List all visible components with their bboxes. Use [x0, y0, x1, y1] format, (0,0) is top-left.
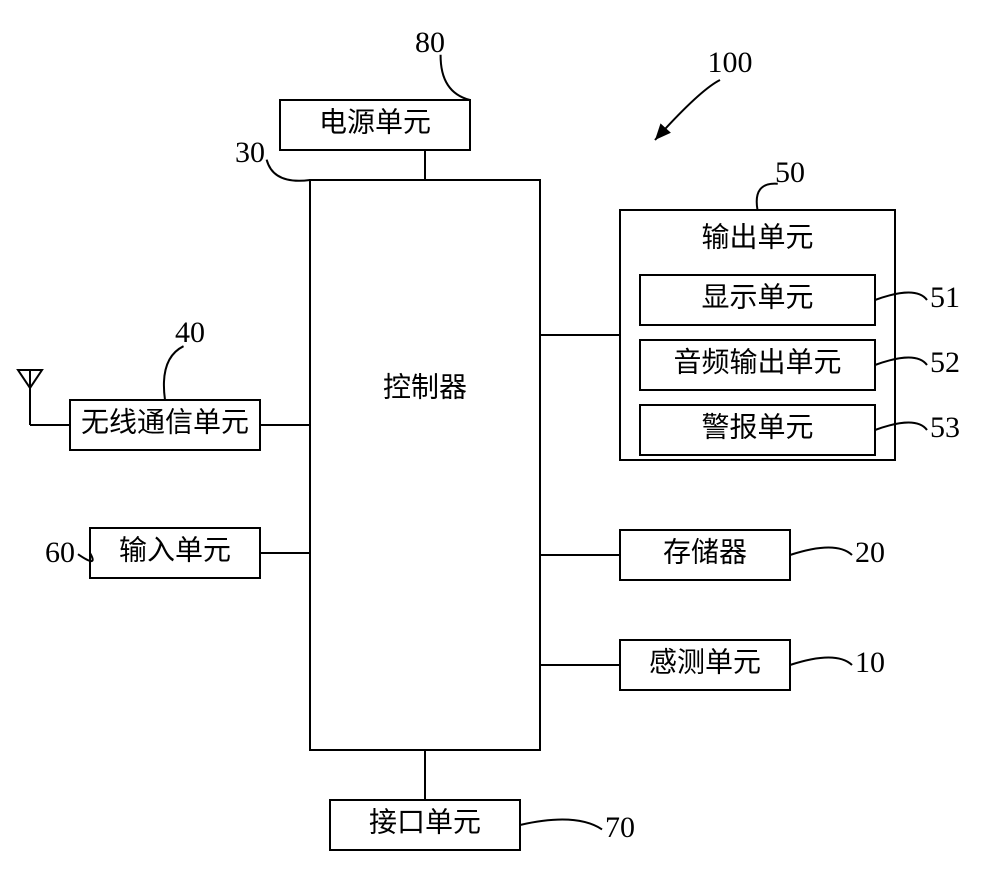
- antenna-icon: [18, 370, 70, 425]
- leader-wireless: [164, 346, 184, 400]
- leader-memory: [790, 548, 852, 556]
- ref-memory: 20: [855, 536, 885, 569]
- interface-box-label: 接口单元: [369, 806, 481, 838]
- block-diagram: 电源单元无线通信单元输入单元接口单元 存储器感测单元 输出单元显示单元音频输出单元警…: [0, 0, 1000, 879]
- wireless-box: 无线通信单元: [70, 400, 260, 450]
- input-box-label: 输入单元: [119, 534, 231, 566]
- power-box: 电源单元: [280, 100, 470, 150]
- leader-controller: [267, 160, 310, 181]
- ref-input: 60: [45, 536, 75, 569]
- alarm-box: 警报单元: [640, 405, 875, 455]
- ref-alarm: 53: [930, 411, 960, 444]
- leader-power: [441, 55, 470, 100]
- display-box: 显示单元: [640, 275, 875, 325]
- ref-display: 51: [930, 281, 960, 314]
- wireless-box-label: 无线通信单元: [81, 406, 249, 438]
- leader-interface: [520, 820, 602, 830]
- alarm-box-label: 警报单元: [701, 411, 813, 443]
- ref-system: 100: [708, 46, 753, 79]
- memory-box-label: 存储器: [663, 536, 747, 568]
- display-box-label: 显示单元: [701, 281, 813, 313]
- memory-box: 存储器: [620, 530, 790, 580]
- output-box-label: 输出单元: [701, 221, 813, 253]
- sensing-box: 感测单元: [620, 640, 790, 690]
- audio-box: 音频输出单元: [640, 340, 875, 390]
- ref-power: 80: [415, 26, 445, 59]
- ref-sensing: 10: [855, 646, 885, 679]
- power-box-label: 电源单元: [319, 106, 431, 138]
- input-box: 输入单元: [90, 528, 260, 578]
- ref-audio: 52: [930, 346, 960, 379]
- ref-output: 50: [775, 156, 805, 189]
- ref-interface: 70: [605, 811, 635, 844]
- ref-controller: 30: [235, 136, 265, 169]
- controller-box: 控制器: [310, 180, 540, 750]
- interface-box: 接口单元: [330, 800, 520, 850]
- controller-box-label: 控制器: [383, 371, 467, 403]
- ref-wireless: 40: [175, 316, 205, 349]
- sensing-box-label: 感测单元: [649, 646, 761, 678]
- leader-sensing: [790, 658, 852, 666]
- audio-box-label: 音频输出单元: [673, 346, 841, 378]
